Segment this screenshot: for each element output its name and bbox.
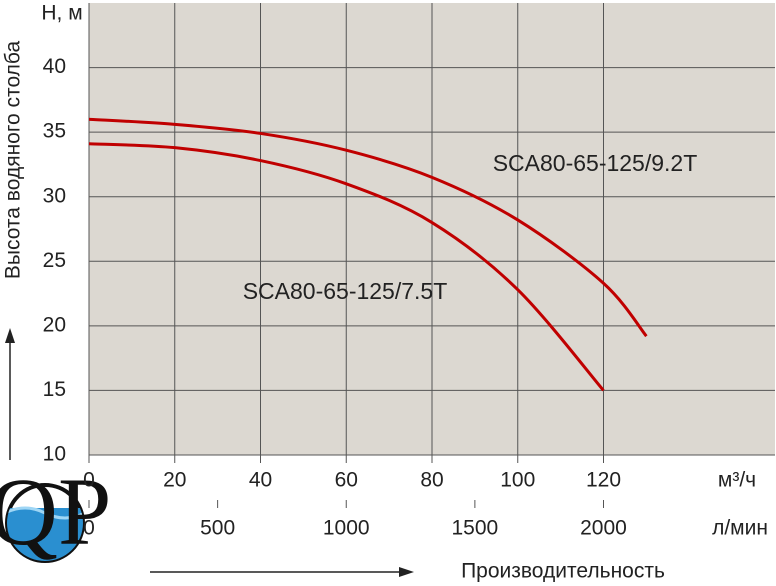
x-tick-label: 40 xyxy=(249,469,272,492)
logo-text: QP xyxy=(0,458,111,565)
x-tick-label: 0 xyxy=(83,469,95,492)
x-tick-label: 120 xyxy=(586,469,621,492)
x-unit: м³/ч xyxy=(718,469,756,492)
curve xyxy=(88,142,605,392)
logo-wave xyxy=(7,506,83,520)
x2-tick-label: 0 xyxy=(83,517,95,540)
curve xyxy=(88,117,648,338)
y-axis-title: Высота водяного столба xyxy=(2,41,25,280)
x-axis-title: Производительность xyxy=(461,560,665,583)
y-tick-label: 15 xyxy=(43,378,66,401)
x-tick-label: 80 xyxy=(420,469,443,492)
y-tick-label: 30 xyxy=(43,184,66,207)
x2-tick-label: 2000 xyxy=(580,517,627,540)
y-arrow-head xyxy=(5,328,15,343)
x-tick-label: 20 xyxy=(163,469,186,492)
logo: QP xyxy=(0,458,111,565)
x-arrow-head xyxy=(399,567,414,577)
x2-tick-label: 500 xyxy=(200,517,235,540)
x2-tick-label: 1000 xyxy=(323,517,370,540)
x-tick-label: 60 xyxy=(335,469,358,492)
y-unit: H, м xyxy=(41,2,82,25)
y-tick-label: 35 xyxy=(43,120,66,143)
x2-tick-label: 1500 xyxy=(452,517,499,540)
series-label: SCA80-65-125/9.2T xyxy=(493,150,698,176)
series-label: SCA80-65-125/7.5T xyxy=(243,278,448,304)
y-tick-label: 20 xyxy=(43,313,66,336)
x2-unit: л/мин xyxy=(712,517,768,540)
y-tick-label: 25 xyxy=(43,249,66,272)
y-tick-label: 40 xyxy=(43,55,66,78)
x-tick-label: 100 xyxy=(500,469,535,492)
y-tick-label: 10 xyxy=(43,443,66,466)
